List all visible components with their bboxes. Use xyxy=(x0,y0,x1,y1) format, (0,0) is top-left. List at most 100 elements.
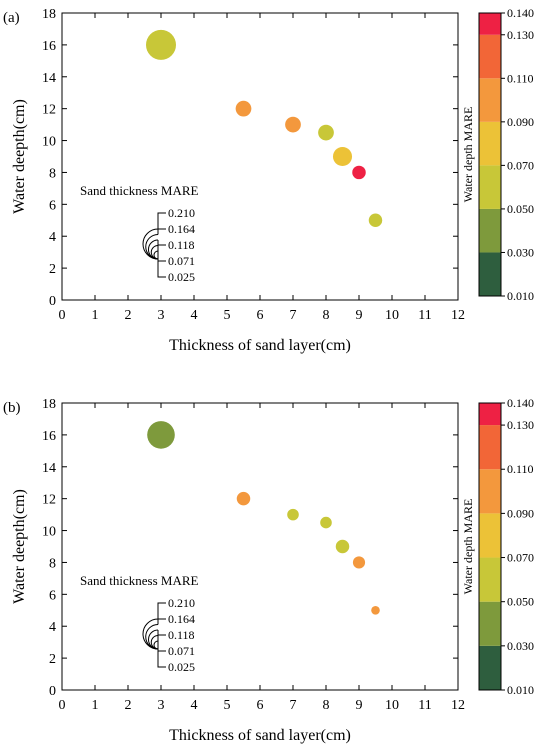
size-legend-label: 0.025 xyxy=(168,660,195,674)
chart-panel-a: (a)0 1 2 3 4 5 6 7 8 9 10 11 12024681012141618Thickn… xyxy=(3,6,534,354)
x-tick-label: 10 xyxy=(385,698,399,713)
x-tick-label: 4 xyxy=(191,698,198,713)
colorbar-segment xyxy=(479,403,501,426)
size-legend-title: Sand thickness MARE xyxy=(80,573,199,588)
colorbar-tick-label: 0.030 xyxy=(507,245,534,259)
size-legend-circle xyxy=(153,640,159,650)
x-axis-label: Thickness of sand layer(cm) xyxy=(169,727,351,744)
data-point xyxy=(285,116,301,133)
colorbar-segment xyxy=(479,425,501,470)
size-legend-label: 0.164 xyxy=(168,222,195,236)
colorbar-tick-label: 0.090 xyxy=(507,115,534,129)
x-tick-label: 9 xyxy=(356,698,363,713)
colorbar-segment xyxy=(479,601,501,646)
data-point xyxy=(335,539,350,554)
colorbar-tick-label: 0.090 xyxy=(507,506,534,520)
x-tick-label: 1 xyxy=(92,698,99,713)
y-axis-label: Water deepth(cm) xyxy=(11,489,28,604)
y-tick-label: 8 xyxy=(49,556,56,571)
x-tick-label: 8 xyxy=(323,308,330,323)
y-tick-label: 4 xyxy=(49,620,56,635)
size-legend-label: 0.118 xyxy=(168,238,195,252)
colorbar-tick-label: 0.010 xyxy=(507,289,534,303)
colorbar-segment xyxy=(479,13,501,35)
y-tick-label: 14 xyxy=(42,461,56,476)
colorbar-tick-label: 0.070 xyxy=(507,551,534,565)
panel-label: (a) xyxy=(3,10,20,26)
x-axis-label: Thickness of sand layer(cm) xyxy=(169,337,351,354)
colorbar-segment xyxy=(479,645,501,690)
colorbar-label: Water depth MARE xyxy=(461,499,475,595)
size-legend-label: 0.071 xyxy=(168,644,195,658)
size-legend-leader xyxy=(157,239,166,246)
size-legend-leader xyxy=(157,641,166,668)
colorbar-segment xyxy=(479,252,501,296)
colorbar-tick-label: 0.140 xyxy=(507,6,534,20)
y-tick-label: 12 xyxy=(42,103,56,118)
data-point xyxy=(235,100,252,117)
x-tick-label: 0 xyxy=(59,308,66,323)
colorbar-segment xyxy=(479,469,501,514)
data-point xyxy=(147,421,175,449)
chart-panel-b: (b)0 1 2 3 4 5 6 7 8 9 10 11 12024681012141618Thickn… xyxy=(3,396,534,744)
data-point xyxy=(318,124,334,141)
x-tick-label: 1 xyxy=(92,308,99,323)
size-legend-leader xyxy=(157,251,166,278)
y-tick-label: 10 xyxy=(42,135,56,150)
x-tick-label: 3 xyxy=(158,308,165,323)
x-tick-label: 2 xyxy=(125,308,132,323)
y-tick-label: 0 xyxy=(49,294,56,309)
size-legend-label: 0.071 xyxy=(168,254,195,268)
x-tick-label: 8 xyxy=(323,698,330,713)
colorbar-tick-label: 0.130 xyxy=(507,418,534,432)
colorbar-segment xyxy=(479,208,501,253)
size-legend-label: 0.164 xyxy=(168,612,195,626)
colorbar-tick-label: 0.140 xyxy=(507,396,534,410)
y-tick-label: 2 xyxy=(49,262,56,277)
x-tick-label: 10 xyxy=(385,308,399,323)
colorbar-segment xyxy=(479,165,501,209)
colorbar: 0.010 0.030 0.050 0.070 0.090 0.110 0.130 0.140… xyxy=(461,6,534,303)
y-tick-label: 0 xyxy=(49,684,56,699)
x-tick-label: 11 xyxy=(418,308,431,323)
colorbar-label: Water depth MARE xyxy=(461,107,475,203)
y-tick-label: 10 xyxy=(42,525,56,540)
size-legend-leader xyxy=(157,618,166,625)
x-tick-label: 5 xyxy=(224,698,231,713)
x-tick-label: 9 xyxy=(356,308,363,323)
x-tick-label: 7 xyxy=(290,698,297,713)
x-tick-label: 2 xyxy=(125,698,132,713)
x-tick-label: 7 xyxy=(290,308,297,323)
data-point xyxy=(146,29,176,60)
colorbar-tick-label: 0.010 xyxy=(507,683,534,697)
size-legend-leader xyxy=(157,228,166,235)
data-point xyxy=(332,146,353,167)
y-tick-label: 6 xyxy=(49,198,56,213)
colorbar-segment xyxy=(479,121,501,166)
colorbar-tick-label: 0.110 xyxy=(507,462,534,476)
x-tick-label: 11 xyxy=(418,698,431,713)
colorbar-frame xyxy=(478,402,502,691)
size-legend-label: 0.210 xyxy=(168,596,195,610)
y-tick-label: 18 xyxy=(42,397,56,412)
size-legend-title: Sand thickness MARE xyxy=(80,183,199,198)
y-tick-label: 14 xyxy=(42,71,56,86)
colorbar-segment xyxy=(479,78,501,122)
x-tick-label: 0 xyxy=(59,698,66,713)
y-tick-label: 6 xyxy=(49,588,56,603)
y-tick-label: 18 xyxy=(42,7,56,22)
size-legend-label: 0.025 xyxy=(168,270,195,284)
size-legend-leader xyxy=(157,212,166,229)
colorbar-tick-label: 0.050 xyxy=(507,595,534,609)
colorbar-segment xyxy=(479,557,501,602)
x-tick-label: 6 xyxy=(257,308,264,323)
colorbar-segment xyxy=(479,513,501,558)
data-point xyxy=(287,508,299,521)
data-point xyxy=(368,213,383,228)
x-tick-label: 6 xyxy=(257,698,264,713)
size-legend-label: 0.118 xyxy=(168,628,195,642)
x-tick-label: 3 xyxy=(158,698,165,713)
colorbar-tick-label: 0.110 xyxy=(507,71,534,85)
data-point xyxy=(352,165,366,180)
